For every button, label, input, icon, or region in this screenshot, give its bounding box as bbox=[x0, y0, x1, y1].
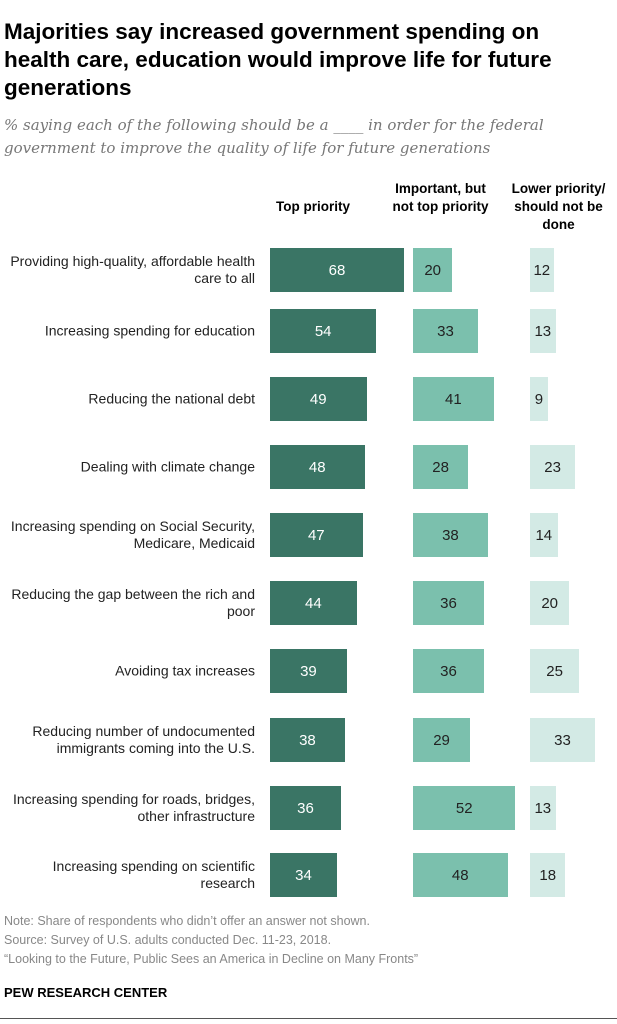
bar: 54 bbox=[270, 309, 377, 353]
category-label: Increasing spending on Social Security, … bbox=[10, 518, 255, 551]
bar: 14 bbox=[530, 513, 558, 557]
report-title: “Looking to the Future, Public Sees an A… bbox=[4, 952, 419, 966]
category-label: Increasing spending for education bbox=[44, 322, 255, 339]
brand: PEW RESEARCH CENTER bbox=[4, 985, 168, 1000]
bar: 44 bbox=[270, 581, 357, 625]
data-label: 38 bbox=[442, 526, 459, 544]
data-label: 44 bbox=[304, 594, 322, 612]
bar: 48 bbox=[270, 445, 365, 489]
bar: 38 bbox=[270, 718, 345, 762]
data-label: 34 bbox=[295, 866, 312, 884]
category-label: Avoiding tax increases bbox=[115, 662, 255, 679]
bar: 41 bbox=[413, 377, 494, 421]
note: Note: Share of respondents who didn’t of… bbox=[4, 914, 370, 928]
bar: 23 bbox=[530, 445, 576, 489]
column-header: Top priority bbox=[276, 199, 350, 214]
data-label: 48 bbox=[451, 866, 469, 884]
category-label: Providing high-quality, affordable healt… bbox=[10, 253, 255, 286]
data-label: 12 bbox=[533, 261, 551, 279]
bar: 36 bbox=[270, 786, 341, 830]
column-header: Lower priority/ should not be done bbox=[511, 181, 606, 232]
data-label: 20 bbox=[424, 261, 442, 279]
category-label: Dealing with climate change bbox=[80, 458, 255, 475]
bar: 47 bbox=[270, 513, 363, 557]
chart-subtitle: % saying each of the following should be… bbox=[4, 116, 544, 157]
data-label: 25 bbox=[546, 662, 563, 680]
bar: 39 bbox=[270, 649, 347, 693]
bottom-rule bbox=[0, 1018, 617, 1019]
data-label: 29 bbox=[433, 731, 450, 749]
data-label: 33 bbox=[554, 731, 571, 749]
bar: 20 bbox=[530, 581, 570, 625]
bar: 52 bbox=[413, 786, 516, 830]
category-label: Reducing the gap between the rich and po… bbox=[11, 586, 255, 619]
data-label: 28 bbox=[432, 458, 449, 476]
bar: 38 bbox=[413, 513, 488, 557]
bar: 49 bbox=[270, 377, 367, 421]
data-label: 41 bbox=[445, 390, 462, 408]
data-label: 68 bbox=[328, 261, 346, 279]
bar: 36 bbox=[413, 581, 484, 625]
category-label: Reducing number of undocumented immigran… bbox=[32, 723, 255, 756]
data-label: 36 bbox=[440, 662, 457, 680]
column-header: Important, but not top priority bbox=[392, 181, 489, 214]
category-label: Reducing the national debt bbox=[88, 390, 255, 407]
data-label: 13 bbox=[534, 322, 552, 340]
category-label: Increasing spending on scientific resear… bbox=[52, 858, 255, 891]
data-label: 54 bbox=[314, 322, 332, 340]
data-label: 13 bbox=[534, 799, 552, 817]
data-label: 38 bbox=[299, 731, 316, 749]
bar: 48 bbox=[413, 853, 508, 897]
bar: 20 bbox=[413, 248, 453, 292]
data-label: 14 bbox=[535, 526, 553, 544]
bar: 34 bbox=[270, 853, 337, 897]
data-label: 36 bbox=[440, 594, 457, 612]
bar: 12 bbox=[530, 248, 554, 292]
bar: 36 bbox=[413, 649, 484, 693]
data-label: 39 bbox=[300, 662, 317, 680]
data-label: 18 bbox=[539, 866, 557, 884]
bar: 13 bbox=[530, 309, 556, 353]
data-label: 36 bbox=[297, 799, 314, 817]
bar: 29 bbox=[413, 718, 471, 762]
category-label: Increasing spending for roads, bridges, … bbox=[12, 791, 255, 824]
data-label: 47 bbox=[307, 526, 325, 544]
data-label: 49 bbox=[309, 390, 327, 408]
bar: 33 bbox=[530, 718, 595, 762]
data-label: 52 bbox=[455, 799, 473, 817]
source: Source: Survey of U.S. adults conducted … bbox=[4, 933, 332, 947]
data-label: 9 bbox=[534, 390, 544, 408]
data-label: 23 bbox=[544, 458, 561, 476]
bar: 33 bbox=[413, 309, 478, 353]
bar: 68 bbox=[270, 248, 404, 292]
bar: 13 bbox=[530, 786, 556, 830]
data-label: 33 bbox=[437, 322, 454, 340]
bar: 25 bbox=[530, 649, 580, 693]
chart-title: Majorities say increased government spen… bbox=[4, 19, 552, 100]
bar: 9 bbox=[530, 377, 548, 421]
data-label: 48 bbox=[308, 458, 326, 476]
bar: 18 bbox=[530, 853, 566, 897]
data-label: 20 bbox=[541, 594, 559, 612]
bar: 28 bbox=[413, 445, 469, 489]
